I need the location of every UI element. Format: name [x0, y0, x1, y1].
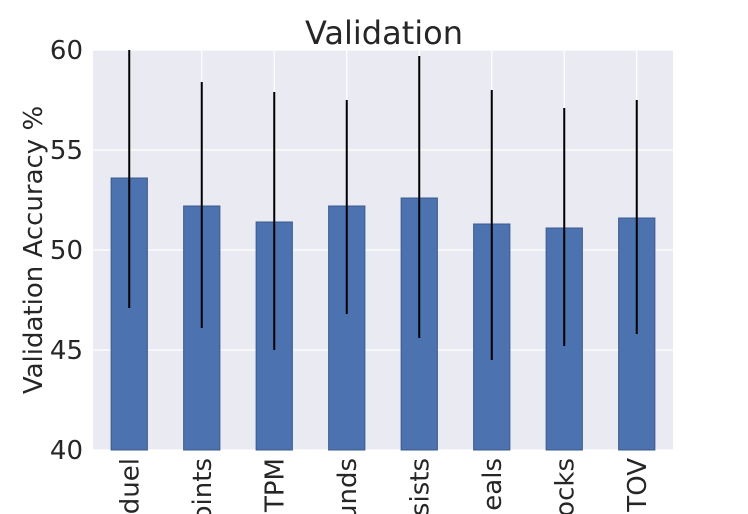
y-axis-ticks: 40 45 50 55 60 [50, 36, 83, 466]
y-tick-label: 60 [50, 36, 83, 66]
x-tick-label: ocks [550, 458, 580, 514]
y-tick-label: 50 [50, 236, 83, 266]
y-tick-label: 55 [50, 136, 83, 166]
x-tick-label: TOV [623, 458, 653, 513]
bar-duel [110, 177, 148, 451]
x-tick-label: TPM [260, 458, 290, 513]
x-tick-label: duel [115, 458, 145, 514]
y-tick-label: 45 [50, 336, 83, 366]
x-axis-ticks: duel oints TPM unds sists eals ocks TOV [115, 458, 653, 514]
x-tick-label: eals [478, 458, 508, 511]
x-tick-label: unds [333, 458, 363, 514]
y-axis-label: Validation Accuracy % [19, 106, 49, 394]
y-tick-label: 40 [50, 436, 83, 466]
x-tick-label: sists [405, 458, 435, 514]
chart-title: Validation [305, 14, 463, 52]
error-bars [128, 50, 638, 360]
x-tick-label: oints [188, 458, 218, 514]
